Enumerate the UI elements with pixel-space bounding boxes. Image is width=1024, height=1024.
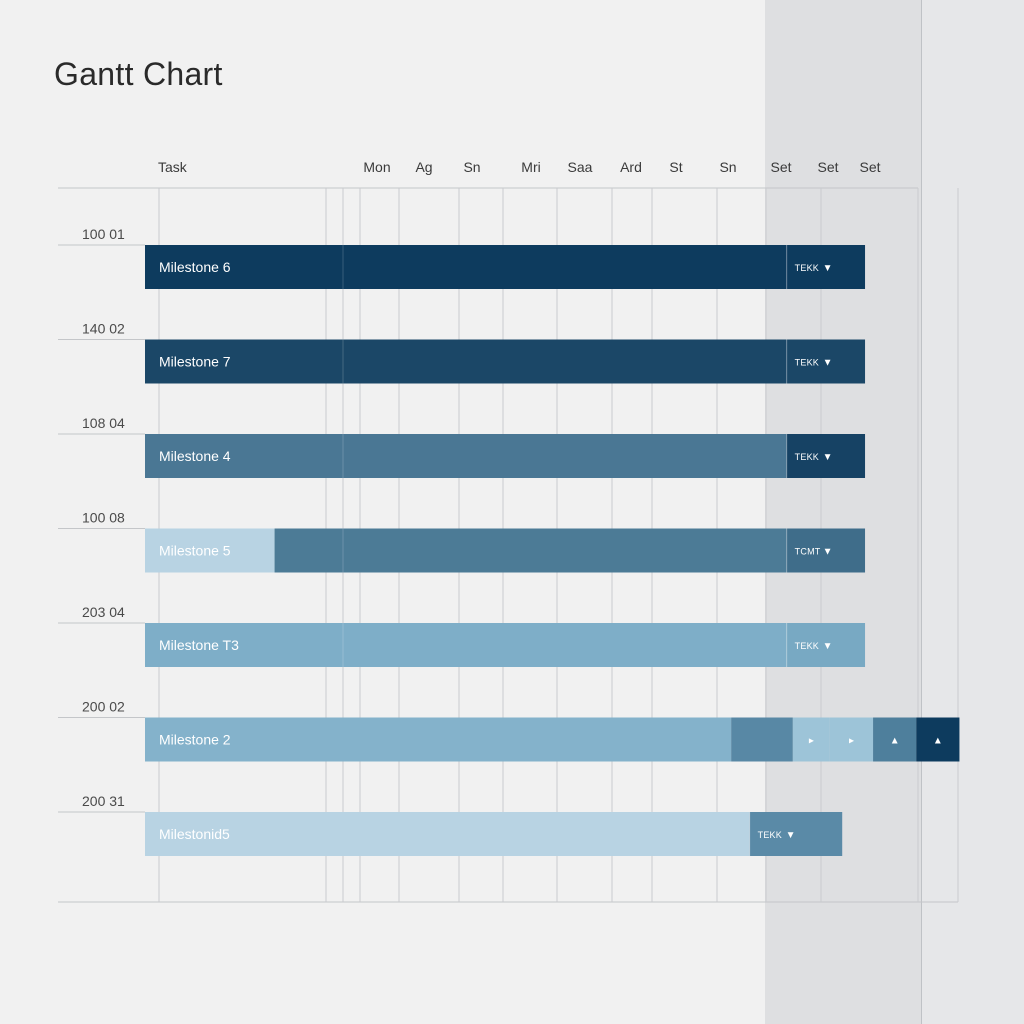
timeline-column-header: Mri (521, 159, 540, 175)
row-code-label: 100 08 (82, 510, 125, 526)
gantt-marker-block (873, 717, 917, 762)
panel-divider (921, 0, 922, 1024)
gantt-bar-label: Milestone 2 (159, 732, 231, 748)
chevron-down-icon: ▼ (823, 547, 833, 558)
row-code-label: 200 31 (82, 793, 125, 809)
gantt-bar-label: Milestone 5 (159, 543, 231, 559)
gantt-tag-label: TEKK (795, 641, 819, 651)
triangle-up-icon: ▲ (890, 736, 900, 747)
gantt-tag-label: TCMT (795, 547, 821, 557)
chevron-down-icon: ▼ (823, 358, 833, 369)
gantt-marker-block (916, 717, 960, 762)
timeline-column-header: Ag (415, 159, 432, 175)
timeline-column-header: Set (817, 159, 838, 175)
gantt-tag-block (749, 812, 843, 856)
timeline-column-header: Ard (620, 159, 642, 175)
gantt-bar (145, 528, 275, 573)
gantt-bar (145, 717, 732, 762)
gantt-bar (145, 623, 787, 667)
gantt-bar-label: Milestone T3 (159, 637, 239, 653)
gantt-bar-label: Milestonid5 (159, 826, 230, 842)
timeline-column-header: St (669, 159, 682, 175)
gantt-tag-block (786, 245, 866, 289)
triangle-up-icon: ▲ (933, 736, 943, 747)
right-panel-band (922, 0, 1024, 1024)
chevron-down-icon: ▼ (786, 830, 796, 841)
row-code-label: 140 02 (82, 321, 125, 337)
gantt-tag-block (786, 528, 866, 573)
gantt-tag-block (786, 339, 866, 384)
gantt-tag-block (786, 623, 866, 667)
gantt-tag-label: TEKK (795, 358, 819, 368)
gantt-bar (145, 812, 750, 856)
gantt-bar (274, 528, 787, 573)
gantt-bar (145, 434, 787, 478)
row-code-label: 200 02 (82, 699, 125, 715)
row-code-label: 100 01 (82, 226, 125, 242)
gantt-marker-block (792, 717, 830, 762)
chart-title: Gantt Chart (54, 56, 223, 92)
row-code-label: 108 04 (82, 415, 125, 431)
row-code-label: 203 04 (82, 604, 125, 620)
chevron-down-icon: ▼ (823, 263, 833, 274)
gantt-bar (731, 717, 793, 762)
chevron-down-icon: ▼ (823, 452, 833, 463)
gantt-bar (145, 245, 787, 289)
gantt-bar-label: Milestone 6 (159, 259, 231, 275)
gantt-bar (145, 339, 787, 384)
timeline-column-header: Mon (363, 159, 390, 175)
timeline-column-header: Set (770, 159, 791, 175)
gantt-tag-block (786, 434, 866, 478)
gantt-marker-block (829, 717, 874, 762)
gantt-tag-label: TEKK (758, 830, 782, 840)
gantt-tag-label: TEKK (795, 263, 819, 273)
timeline-column-header: Sn (463, 159, 480, 175)
task-column-header: Task (158, 159, 188, 175)
timeline-column-header: Sn (719, 159, 736, 175)
timeline-column-header: Saa (568, 159, 593, 175)
triangle-right-icon: ▸ (849, 736, 854, 747)
gantt-tag-label: TEKK (795, 452, 819, 462)
gantt-bar-label: Milestone 7 (159, 354, 231, 370)
chevron-down-icon: ▼ (823, 641, 833, 652)
gantt-bar-label: Milestone 4 (159, 448, 231, 464)
triangle-right-icon: ▸ (809, 736, 814, 747)
timeline-column-header: Set (859, 159, 880, 175)
